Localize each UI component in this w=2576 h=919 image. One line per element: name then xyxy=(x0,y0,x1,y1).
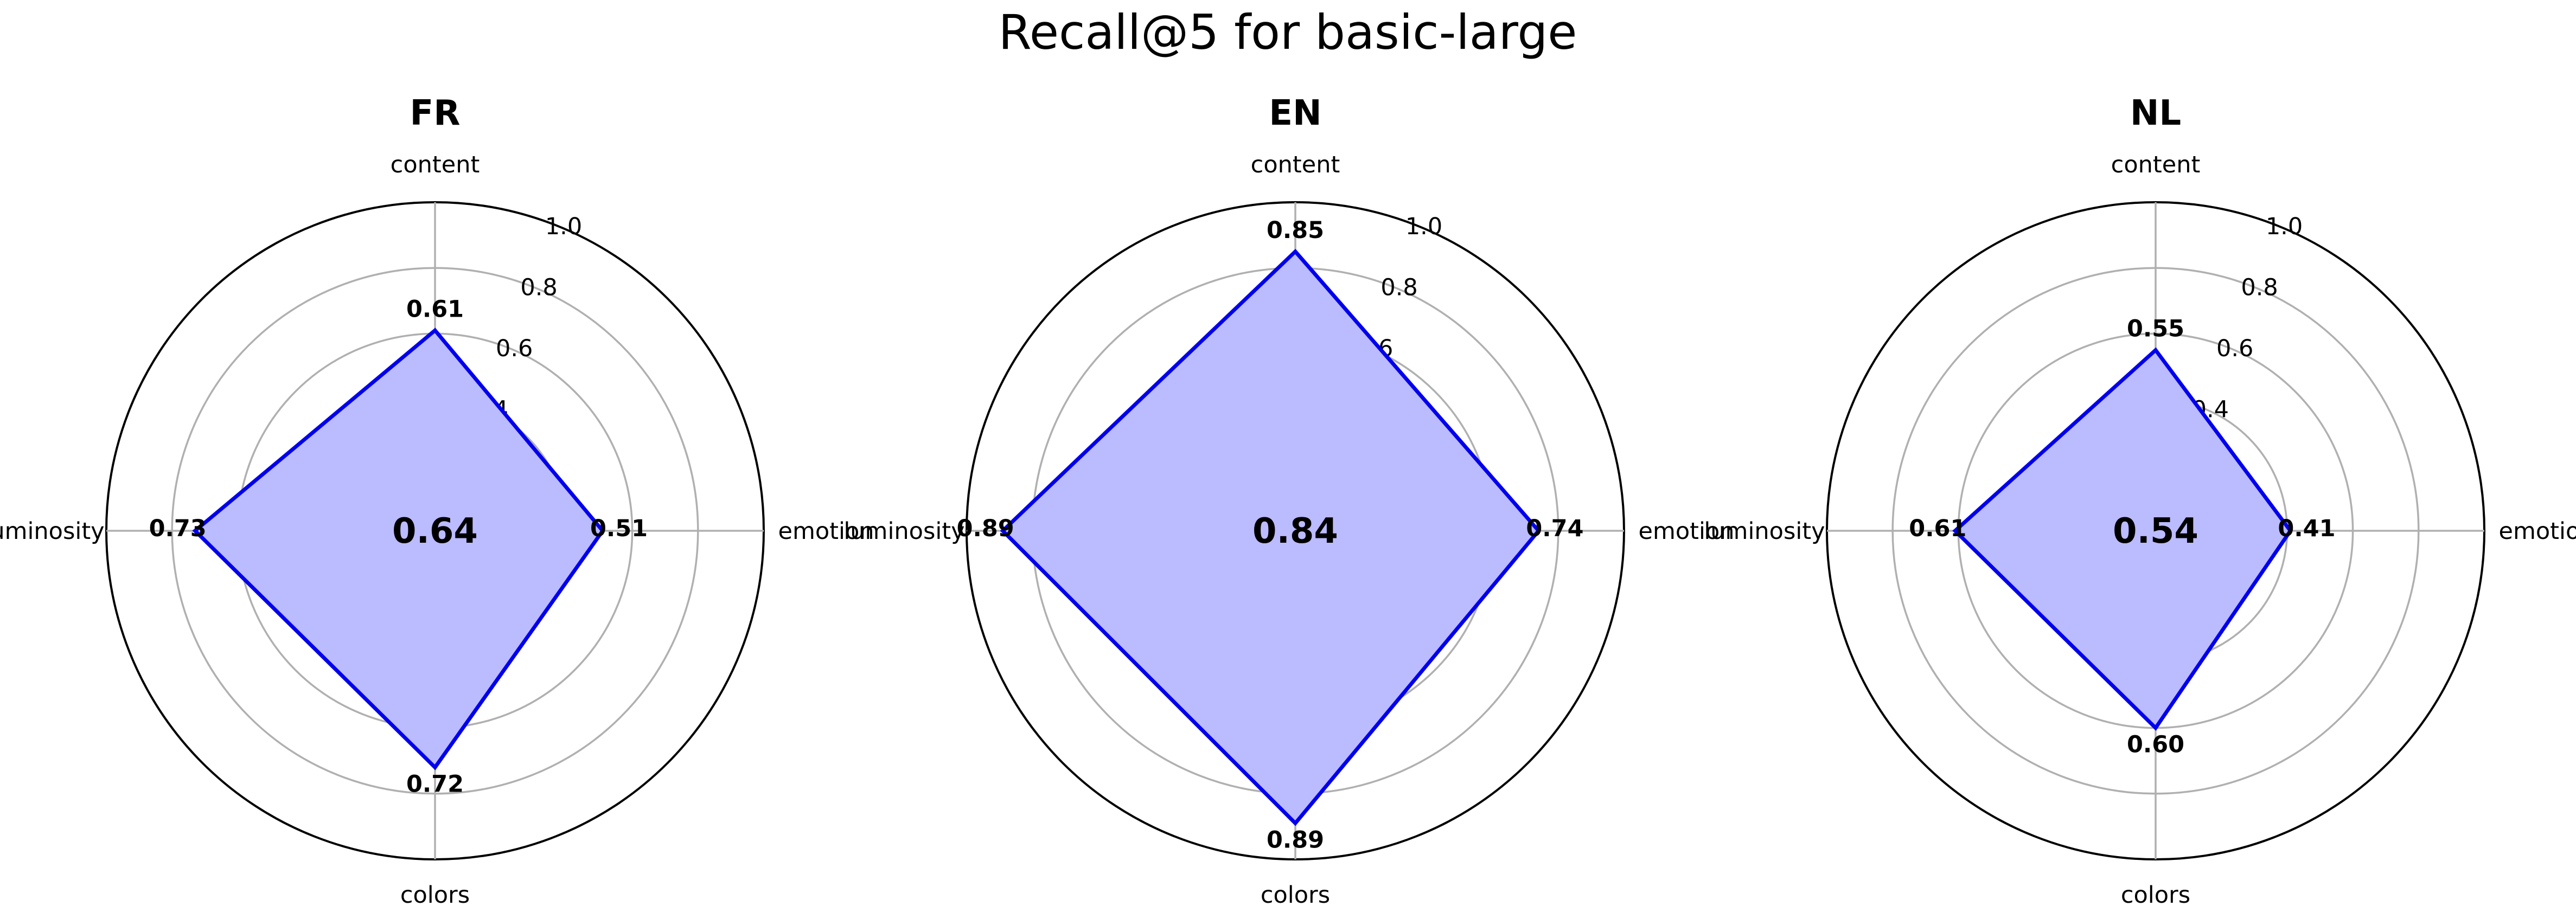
data-polygon xyxy=(192,327,605,770)
value-label-emotion: 0.51 xyxy=(590,515,648,542)
panel-title: FR xyxy=(410,93,461,133)
value-label-luminosity: 0.89 xyxy=(957,515,1014,542)
radial-tick-label: 0.6 xyxy=(496,335,533,362)
axis-label-luminosity: luminosity xyxy=(843,518,964,545)
panels-layer: FR0.20.40.60.81.00.610.510.720.73content… xyxy=(0,93,2576,909)
value-label-colors: 0.72 xyxy=(406,770,464,798)
axis-label-colors: colors xyxy=(2121,882,2190,909)
value-label-emotion: 0.41 xyxy=(2278,515,2335,542)
radial-tick-label: 0.8 xyxy=(2241,274,2278,301)
radial-tick-label: 0.6 xyxy=(2216,335,2253,362)
axis-label-content: content xyxy=(2111,151,2201,178)
value-label-colors: 0.60 xyxy=(2127,731,2184,759)
axis-label-emotion: emotion xyxy=(1638,518,1734,545)
radar-panel-nl: NL0.20.40.60.81.00.550.410.600.61content… xyxy=(1704,93,2576,909)
radar-panel-en: EN0.20.40.60.81.00.850.740.890.89content… xyxy=(843,93,1734,909)
radial-tick-label: 1.0 xyxy=(2266,213,2303,240)
value-label-luminosity: 0.61 xyxy=(1909,515,1966,542)
value-label-content: 0.55 xyxy=(2127,316,2184,343)
axis-label-luminosity: luminosity xyxy=(1704,518,1825,545)
center-value-label: 0.84 xyxy=(1252,511,1338,551)
value-label-content: 0.61 xyxy=(406,295,464,323)
axis-label-luminosity: luminosity xyxy=(0,518,105,545)
panel-title: NL xyxy=(2130,93,2181,133)
value-label-colors: 0.89 xyxy=(1267,826,1324,853)
value-label-luminosity: 0.73 xyxy=(149,515,207,542)
axis-label-emotion: emotion xyxy=(778,518,874,545)
radial-tick-label: 0.8 xyxy=(1380,274,1417,301)
center-value-label: 0.64 xyxy=(392,511,478,551)
radial-tick-label: 1.0 xyxy=(545,213,582,240)
value-label-emotion: 0.74 xyxy=(1526,515,1583,542)
data-polygon xyxy=(1000,248,1542,826)
data-polygon xyxy=(1952,347,2293,731)
radial-tick-label: 0.8 xyxy=(520,274,557,301)
axis-label-colors: colors xyxy=(1261,882,1330,909)
axis-label-content: content xyxy=(391,151,480,178)
axis-label-emotion: emotion xyxy=(2498,518,2576,545)
radar-panel-fr: FR0.20.40.60.81.00.610.510.720.73content… xyxy=(0,93,874,909)
axis-label-colors: colors xyxy=(400,882,470,909)
figure-title: Recall@5 for basic-large xyxy=(999,4,1577,60)
radial-tick-label: 1.0 xyxy=(1405,213,1442,240)
axis-label-content: content xyxy=(1251,151,1340,178)
panel-title: EN xyxy=(1269,93,1321,133)
value-label-content: 0.85 xyxy=(1267,217,1324,244)
center-value-label: 0.54 xyxy=(2113,511,2198,551)
